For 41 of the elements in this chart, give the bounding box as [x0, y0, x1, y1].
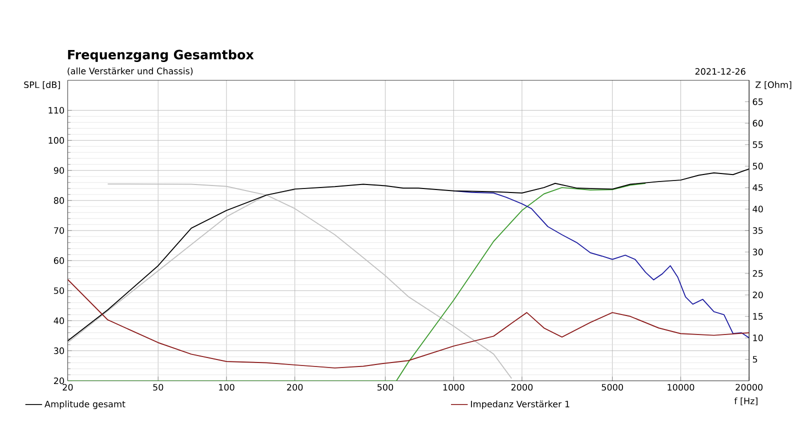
y2-tick-label: 55	[752, 141, 763, 148]
y2-tick-label: 65	[752, 98, 763, 105]
x-axis-title: f [Hz]	[734, 397, 758, 406]
x-tick-label: 2000	[511, 384, 533, 390]
y2-tick-label: 45	[752, 184, 763, 191]
y-tick-label: 60	[54, 257, 64, 264]
y-tick-label: 80	[54, 196, 64, 204]
x-tick-label: 10000	[668, 384, 694, 390]
y2-tick-label: 30	[752, 248, 763, 256]
x-tick-label: 20000	[736, 384, 763, 390]
y-tick-label: 100	[48, 136, 64, 144]
x-tick-label: 100	[219, 384, 234, 390]
y-tick-label: 90	[54, 166, 64, 174]
y2-tick-label: 10	[753, 334, 763, 341]
x-tick-label: 200	[287, 384, 303, 390]
y-tick-label: 110	[48, 106, 64, 114]
legend-label: Impedanz Verstärker 1	[471, 400, 570, 409]
y-axis-title: SPL [dB]	[24, 81, 60, 89]
y-tick-label: 50	[54, 287, 64, 294]
y2-tick-label: 40	[752, 206, 763, 212]
y2-tick-label: 25	[752, 270, 763, 277]
y2-tick-label: 35	[752, 226, 763, 234]
y-tick-label: 40	[54, 317, 64, 324]
y-tick-label: 30	[54, 347, 64, 354]
y2-tick-label: 20	[752, 291, 763, 298]
chart-title: Frequenzgang Gesamtbox	[68, 49, 254, 62]
chart-subtitle: (alle Verstärker und Chassis)	[68, 67, 193, 76]
y2-tick-label: 50	[752, 162, 763, 170]
x-tick-label: 50	[153, 384, 164, 390]
x-tick-label: 5000	[602, 384, 623, 390]
y-tick-label: 20	[54, 377, 64, 384]
text: 2021-12-26	[695, 68, 746, 75]
x-tick-label: 20	[62, 384, 73, 390]
x-tick-label: 1000	[443, 384, 464, 390]
x-tick-label: 500	[378, 384, 394, 390]
y2-tick-label: 5	[752, 356, 758, 362]
legend-label: Amplitude gesamt	[44, 400, 126, 409]
y2-axis-title: Z [Ohm]	[756, 81, 792, 89]
y2-tick-label: 15	[753, 312, 763, 320]
y2-tick-label: 60	[752, 120, 763, 126]
y-tick-label: 70	[54, 226, 64, 234]
